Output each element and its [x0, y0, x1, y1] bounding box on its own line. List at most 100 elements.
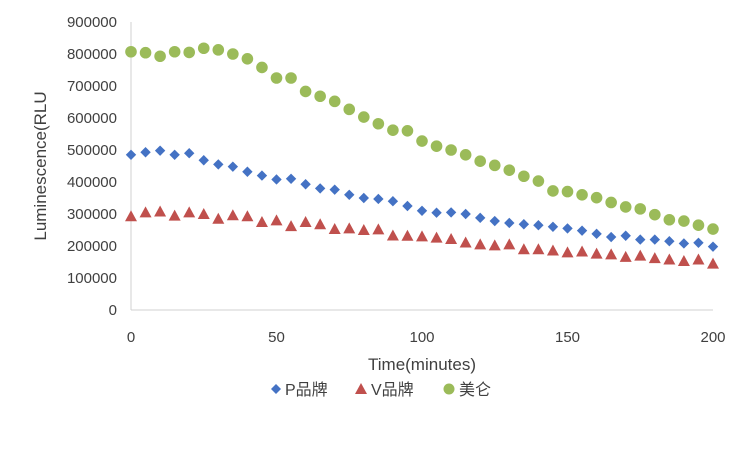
- data-point-triangle: [532, 243, 545, 255]
- legend-item-1: V品牌: [355, 381, 414, 399]
- data-point-circle: [605, 196, 617, 209]
- data-point-triangle: [372, 223, 385, 235]
- data-point-triangle: [576, 245, 589, 257]
- legend-label-0: P品牌: [285, 381, 328, 399]
- data-point-triangle: [648, 252, 661, 264]
- data-point-triangle: [125, 210, 137, 222]
- y-tick-label: 100000: [67, 270, 117, 287]
- data-point-diamond: [533, 220, 544, 231]
- data-point-triangle: [663, 253, 676, 265]
- data-point-diamond: [271, 174, 282, 185]
- data-point-triangle: [255, 216, 268, 227]
- data-point-diamond: [242, 166, 253, 177]
- data-point-triangle: [692, 253, 705, 265]
- data-point-circle: [401, 125, 414, 137]
- data-point-triangle: [328, 223, 341, 235]
- legend-label-1: V品牌: [371, 381, 414, 399]
- data-point-triangle: [241, 210, 254, 222]
- data-point-triangle: [314, 218, 327, 230]
- y-tick-label: 0: [109, 302, 117, 319]
- y-tick-label: 500000: [67, 142, 117, 159]
- data-point-circle: [416, 135, 428, 147]
- data-point-circle: [256, 61, 268, 74]
- data-point-triangle: [605, 248, 618, 260]
- data-point-diamond: [125, 149, 137, 160]
- data-point-diamond: [169, 149, 180, 160]
- data-point-circle: [358, 111, 370, 123]
- data-point-triangle: [546, 244, 559, 256]
- data-point-diamond: [140, 147, 151, 158]
- data-point-diamond: [358, 192, 369, 204]
- data-point-triangle: [677, 255, 690, 267]
- data-point-triangle: [343, 222, 356, 234]
- data-point-triangle: [168, 209, 181, 221]
- legend-marker-triangle: [355, 383, 367, 394]
- legend-marker-diamond: [271, 384, 281, 394]
- data-point-diamond: [475, 212, 486, 224]
- data-point-diamond: [256, 170, 268, 181]
- data-point-triangle: [459, 236, 472, 248]
- data-point-circle: [619, 201, 632, 213]
- data-point-circle: [518, 170, 530, 183]
- data-point-diamond: [387, 196, 399, 207]
- data-point-diamond: [314, 183, 326, 194]
- data-point-circle: [197, 42, 210, 55]
- y-axis-label: Luminescence(RLU: [31, 91, 50, 240]
- data-point-circle: [168, 45, 181, 58]
- data-point-circle: [445, 144, 457, 156]
- data-point-circle: [576, 189, 588, 201]
- data-point-diamond: [591, 228, 602, 240]
- data-point-circle: [692, 219, 705, 231]
- data-point-circle: [634, 203, 647, 215]
- data-point-circle: [503, 164, 516, 176]
- data-point-triangle: [183, 206, 196, 218]
- data-point-diamond: [431, 207, 442, 218]
- data-point-circle: [532, 175, 545, 187]
- data-point-circle: [241, 53, 254, 65]
- y-tick-label: 300000: [67, 206, 117, 223]
- data-point-circle: [459, 149, 472, 161]
- data-point-triangle: [212, 212, 225, 224]
- data-point-triangle: [488, 239, 501, 251]
- data-point-diamond: [605, 231, 617, 243]
- data-point-diamond: [344, 189, 355, 200]
- data-point-triangle: [401, 229, 414, 241]
- data-point-circle: [299, 85, 312, 98]
- data-point-diamond: [213, 159, 224, 170]
- data-point-triangle: [445, 232, 458, 244]
- legend-item-2: 美仑: [443, 381, 491, 399]
- y-tick-label: 200000: [67, 238, 117, 255]
- data-points: [125, 42, 719, 269]
- data-point-triangle: [357, 224, 370, 235]
- data-point-triangle: [270, 214, 283, 226]
- data-point-circle: [285, 72, 297, 84]
- data-point-triangle: [474, 238, 487, 250]
- y-tick-label: 900000: [67, 14, 117, 31]
- data-point-triangle: [197, 208, 210, 219]
- data-point-diamond: [562, 223, 573, 234]
- data-point-diamond: [707, 241, 719, 252]
- data-point-triangle: [139, 206, 152, 218]
- data-point-triangle: [299, 216, 312, 227]
- data-point-diamond: [300, 179, 311, 190]
- data-point-diamond: [416, 205, 428, 216]
- data-point-circle: [649, 208, 661, 221]
- data-point-circle: [343, 103, 356, 116]
- data-point-diamond: [576, 225, 588, 236]
- data-point-triangle: [590, 247, 603, 259]
- x-tick-label: 50: [268, 329, 285, 346]
- data-point-diamond: [373, 193, 384, 205]
- data-point-diamond: [489, 215, 500, 227]
- data-point-circle: [154, 50, 166, 63]
- legend: P品牌 V品牌 美仑: [271, 381, 491, 399]
- y-tick-label: 600000: [67, 110, 117, 127]
- data-point-circle: [474, 155, 487, 167]
- series-2: [125, 42, 719, 235]
- data-point-triangle: [416, 230, 428, 242]
- data-point-triangle: [226, 209, 239, 221]
- data-point-diamond: [445, 207, 457, 218]
- data-point-triangle: [386, 229, 399, 241]
- series-1: [125, 205, 719, 269]
- data-point-circle: [314, 90, 326, 103]
